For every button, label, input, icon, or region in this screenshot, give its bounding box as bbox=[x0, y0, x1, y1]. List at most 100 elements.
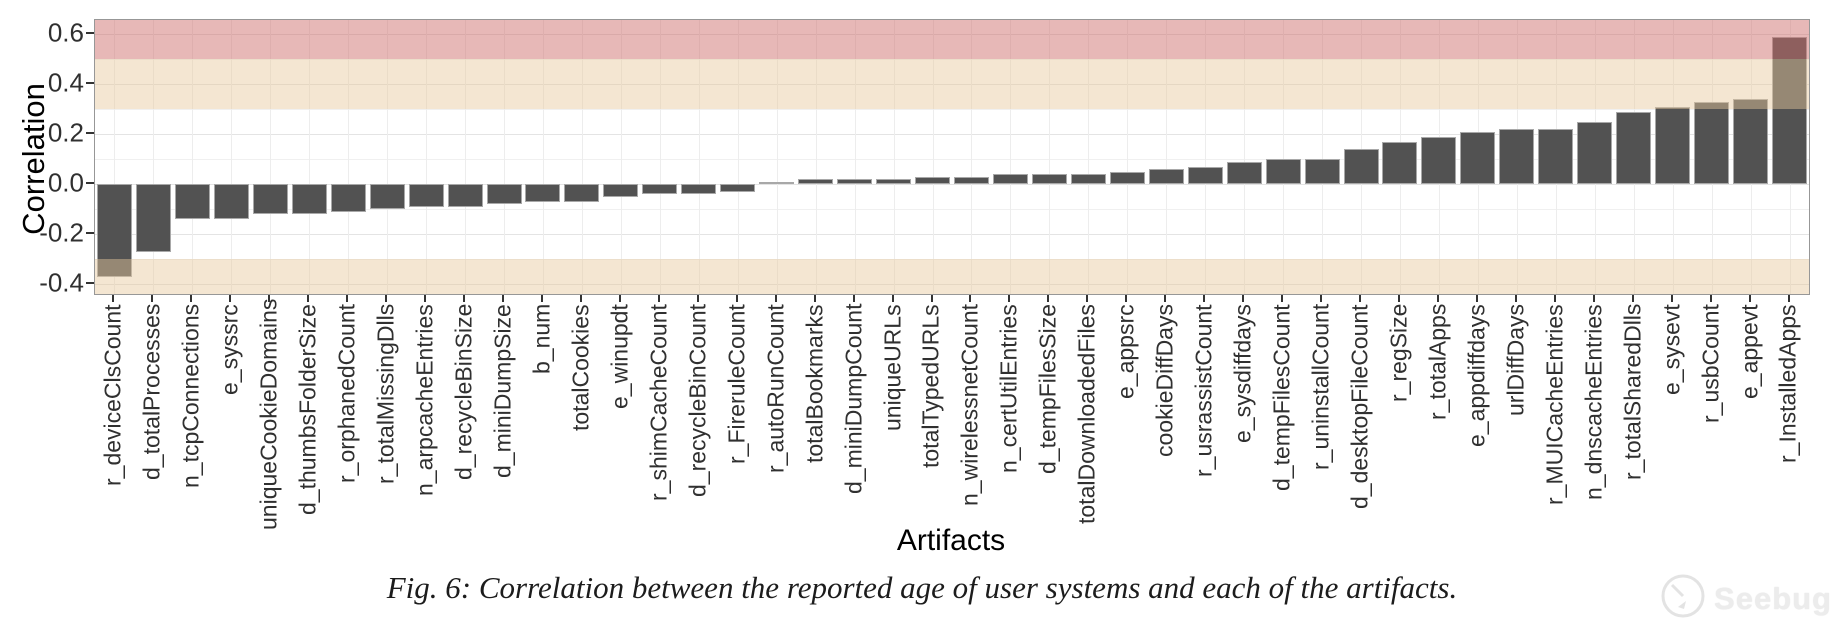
x-label-d_miniDumpSize: d_miniDumpSize bbox=[484, 304, 523, 530]
x-tick-mark bbox=[1203, 295, 1206, 302]
x-label-text: uniqueURLs bbox=[879, 304, 906, 431]
x-label-text: d_tempFilesCount bbox=[1268, 304, 1295, 491]
x-tick-mark bbox=[579, 295, 582, 302]
x-label-r_uninstallCount: r_uninstallCount bbox=[1302, 304, 1341, 530]
x-label-n_certUtilEntries: n_certUtilEntries bbox=[990, 304, 1029, 530]
x-label-d_desktopFileCount: d_desktopFileCount bbox=[1341, 304, 1380, 530]
major-gridline bbox=[95, 234, 1809, 235]
x-tick-mark bbox=[229, 295, 232, 302]
x-label-r_regSize: r_regSize bbox=[1379, 304, 1418, 530]
vertical-gridline bbox=[854, 20, 856, 294]
x-label-uniqueCookieDomains: uniqueCookieDomains bbox=[250, 299, 289, 530]
bar-r_regSize bbox=[1382, 141, 1418, 184]
bar-d_recycleBinCount bbox=[681, 184, 717, 194]
x-label-e_appsrc: e_appsrc bbox=[1107, 304, 1146, 530]
bar-uniqueURLs bbox=[876, 179, 912, 184]
vertical-gridline bbox=[1283, 20, 1285, 294]
x-label-e_winupdt: e_winupdt bbox=[600, 304, 639, 530]
vertical-gridline bbox=[192, 20, 194, 294]
figure-caption: Fig. 6: Correlation between the reported… bbox=[386, 570, 1458, 605]
x-axis-title: Artifacts bbox=[896, 524, 1006, 557]
vertical-gridline bbox=[971, 20, 973, 294]
x-label-d_recycleBinSize: d_recycleBinSize bbox=[445, 304, 484, 530]
vertical-gridline bbox=[1010, 20, 1012, 294]
bar-d_tempFilesSize bbox=[1031, 174, 1067, 184]
y-tick-mark bbox=[86, 182, 94, 184]
x-label-totalDownloadedFiles: totalDownloadedFiles bbox=[1068, 304, 1107, 530]
x-tick-mark bbox=[930, 295, 933, 302]
x-tick-mark bbox=[969, 295, 972, 302]
x-label-text: d_recycleBinCount bbox=[684, 304, 711, 498]
bar-r_uninstallCount bbox=[1304, 159, 1340, 184]
y-tick-mark bbox=[86, 32, 94, 34]
vertical-gridline bbox=[1088, 20, 1090, 294]
x-tick-mark bbox=[1631, 295, 1634, 302]
vertical-gridline bbox=[698, 20, 700, 294]
x-tick-mark bbox=[1748, 295, 1751, 302]
x-label-text: d_miniDumpSize bbox=[489, 304, 516, 478]
seebug-logo-icon bbox=[1660, 573, 1706, 622]
x-tick-mark bbox=[1436, 295, 1439, 302]
vertical-gridline bbox=[776, 20, 778, 294]
vertical-gridline bbox=[659, 20, 661, 294]
major-gridline bbox=[95, 34, 1809, 35]
bar-r_totalApps bbox=[1421, 136, 1457, 184]
bar-r_orphanedCount bbox=[330, 184, 366, 212]
x-tick-mark bbox=[502, 295, 505, 302]
x-label-text: r_autoRunCount bbox=[762, 304, 789, 473]
x-label-text: d_thumbsFolderSize bbox=[294, 304, 321, 515]
x-label-n_tcpConnections: n_tcpConnections bbox=[172, 304, 211, 530]
bar-n_certUtilEntries bbox=[992, 174, 1028, 184]
y-tick-mark bbox=[86, 282, 94, 284]
major-gridline bbox=[95, 134, 1809, 135]
x-label-text: d_tempFilesSize bbox=[1034, 304, 1061, 475]
x-label-cookieDiffDays: cookieDiffDays bbox=[1146, 304, 1185, 530]
vertical-gridline bbox=[114, 20, 116, 294]
x-label-e_appevt: e_appevt bbox=[1730, 304, 1769, 530]
x-tick-mark bbox=[385, 295, 388, 302]
x-tick-mark bbox=[1475, 295, 1478, 302]
vertical-gridline bbox=[231, 20, 233, 294]
x-tick-mark bbox=[657, 295, 660, 302]
x-label-r_usbCount: r_usbCount bbox=[1691, 304, 1730, 530]
y-tick-label: 0.0 bbox=[47, 167, 84, 198]
vertical-gridline bbox=[1244, 20, 1246, 294]
bar-d_totalProcesses bbox=[135, 184, 171, 252]
x-label-r_InstalledApps: r_InstalledApps bbox=[1769, 304, 1808, 530]
x-label-r_totalSharedDlls: r_totalSharedDlls bbox=[1613, 304, 1652, 530]
x-label-text: cookieDiffDays bbox=[1151, 304, 1178, 457]
bar-totalDownloadedFiles bbox=[1070, 174, 1106, 184]
bar-d_miniDumpCount bbox=[837, 179, 873, 184]
x-label-text: r_totalMissingDlls bbox=[372, 304, 399, 485]
vertical-gridline bbox=[426, 20, 428, 294]
x-label-text: e_syssrc bbox=[216, 304, 243, 395]
x-label-text: totalDownloadedFiles bbox=[1073, 304, 1100, 524]
bar-totalBookmarks bbox=[798, 179, 834, 184]
x-label-uniqueURLs: uniqueURLs bbox=[873, 304, 912, 530]
x-tick-mark bbox=[1086, 295, 1089, 302]
x-label-totalCookies: totalCookies bbox=[561, 304, 600, 530]
x-tick-mark bbox=[852, 295, 855, 302]
x-tick-mark bbox=[1125, 295, 1128, 302]
x-tick-mark bbox=[891, 295, 894, 302]
plot-panel bbox=[94, 19, 1810, 295]
vertical-gridline bbox=[542, 20, 544, 294]
bar-totalTypedURLs bbox=[915, 176, 951, 184]
bar-n_dnscacheEntries bbox=[1577, 121, 1613, 184]
minor-gridline bbox=[95, 59, 1809, 60]
x-tick-mark bbox=[190, 295, 193, 302]
x-tick-mark bbox=[424, 295, 427, 302]
x-label-d_miniDumpCount: d_miniDumpCount bbox=[834, 304, 873, 530]
y-tick-mark bbox=[86, 132, 94, 134]
x-tick-mark bbox=[696, 295, 699, 302]
x-tick-mark bbox=[1397, 295, 1400, 302]
x-label-d_thumbsFolderSize: d_thumbsFolderSize bbox=[289, 304, 328, 530]
x-label-d_tempFilesSize: d_tempFilesSize bbox=[1029, 304, 1068, 530]
x-label-text: r_shimCacheCount bbox=[645, 304, 672, 501]
x-label-text: r_FireruleCount bbox=[723, 304, 750, 464]
x-label-text: e_sysevt bbox=[1658, 304, 1685, 395]
moderate-negative-band bbox=[95, 259, 1809, 294]
bar-cookieDiffDays bbox=[1148, 169, 1184, 184]
vertical-gridline bbox=[1049, 20, 1051, 294]
